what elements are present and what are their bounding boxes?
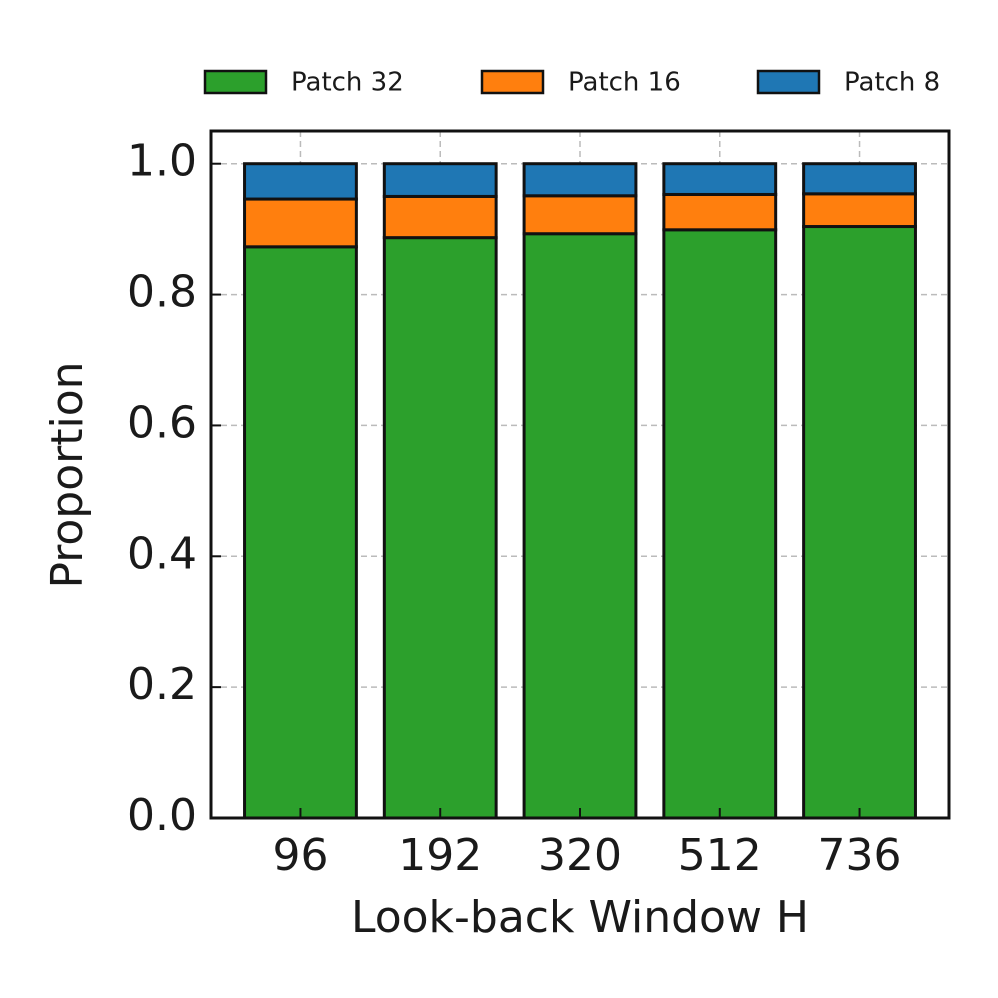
y-tick-label: 1.0 — [127, 136, 197, 187]
bar-segment — [662, 162, 778, 196]
plot-frame — [209, 129, 951, 820]
y-tick-label: 0.4 — [127, 528, 197, 579]
x-tick-label: 192 — [398, 830, 482, 881]
y-tick-label: 0.8 — [127, 267, 197, 318]
bar-segment — [662, 192, 778, 232]
y-tick-label: 0.2 — [127, 659, 197, 710]
bar-segment — [662, 228, 778, 820]
legend-label: Patch 32 — [291, 68, 404, 98]
bar-segment — [382, 236, 498, 820]
bar-segment — [382, 194, 498, 240]
legend-swatch — [756, 69, 821, 95]
bar-segment — [802, 162, 917, 196]
bar-segment — [522, 232, 638, 820]
x-tick-label: 96 — [272, 830, 328, 881]
legend-swatch — [203, 69, 268, 95]
legend-label: Patch 8 — [844, 68, 940, 98]
bar-segment — [522, 162, 638, 198]
bar-segment — [243, 197, 358, 249]
y-axis-label: Proportion — [42, 361, 93, 588]
bar-segment — [802, 192, 917, 229]
x-axis-label: Look-back Window H — [351, 892, 809, 943]
bar-segment — [243, 245, 358, 820]
y-tick-label: 0.0 — [127, 790, 197, 841]
bar-segment — [243, 162, 358, 201]
y-tick-label: 0.6 — [127, 397, 197, 448]
bar-segment — [382, 162, 498, 198]
x-tick-label: 320 — [538, 830, 622, 881]
legend-swatch — [480, 69, 545, 95]
x-tick-label: 512 — [678, 830, 762, 881]
bar-segment — [802, 225, 917, 820]
bar-segment — [522, 194, 638, 236]
x-tick-label: 736 — [818, 830, 902, 881]
legend-label: Patch 16 — [568, 68, 681, 98]
